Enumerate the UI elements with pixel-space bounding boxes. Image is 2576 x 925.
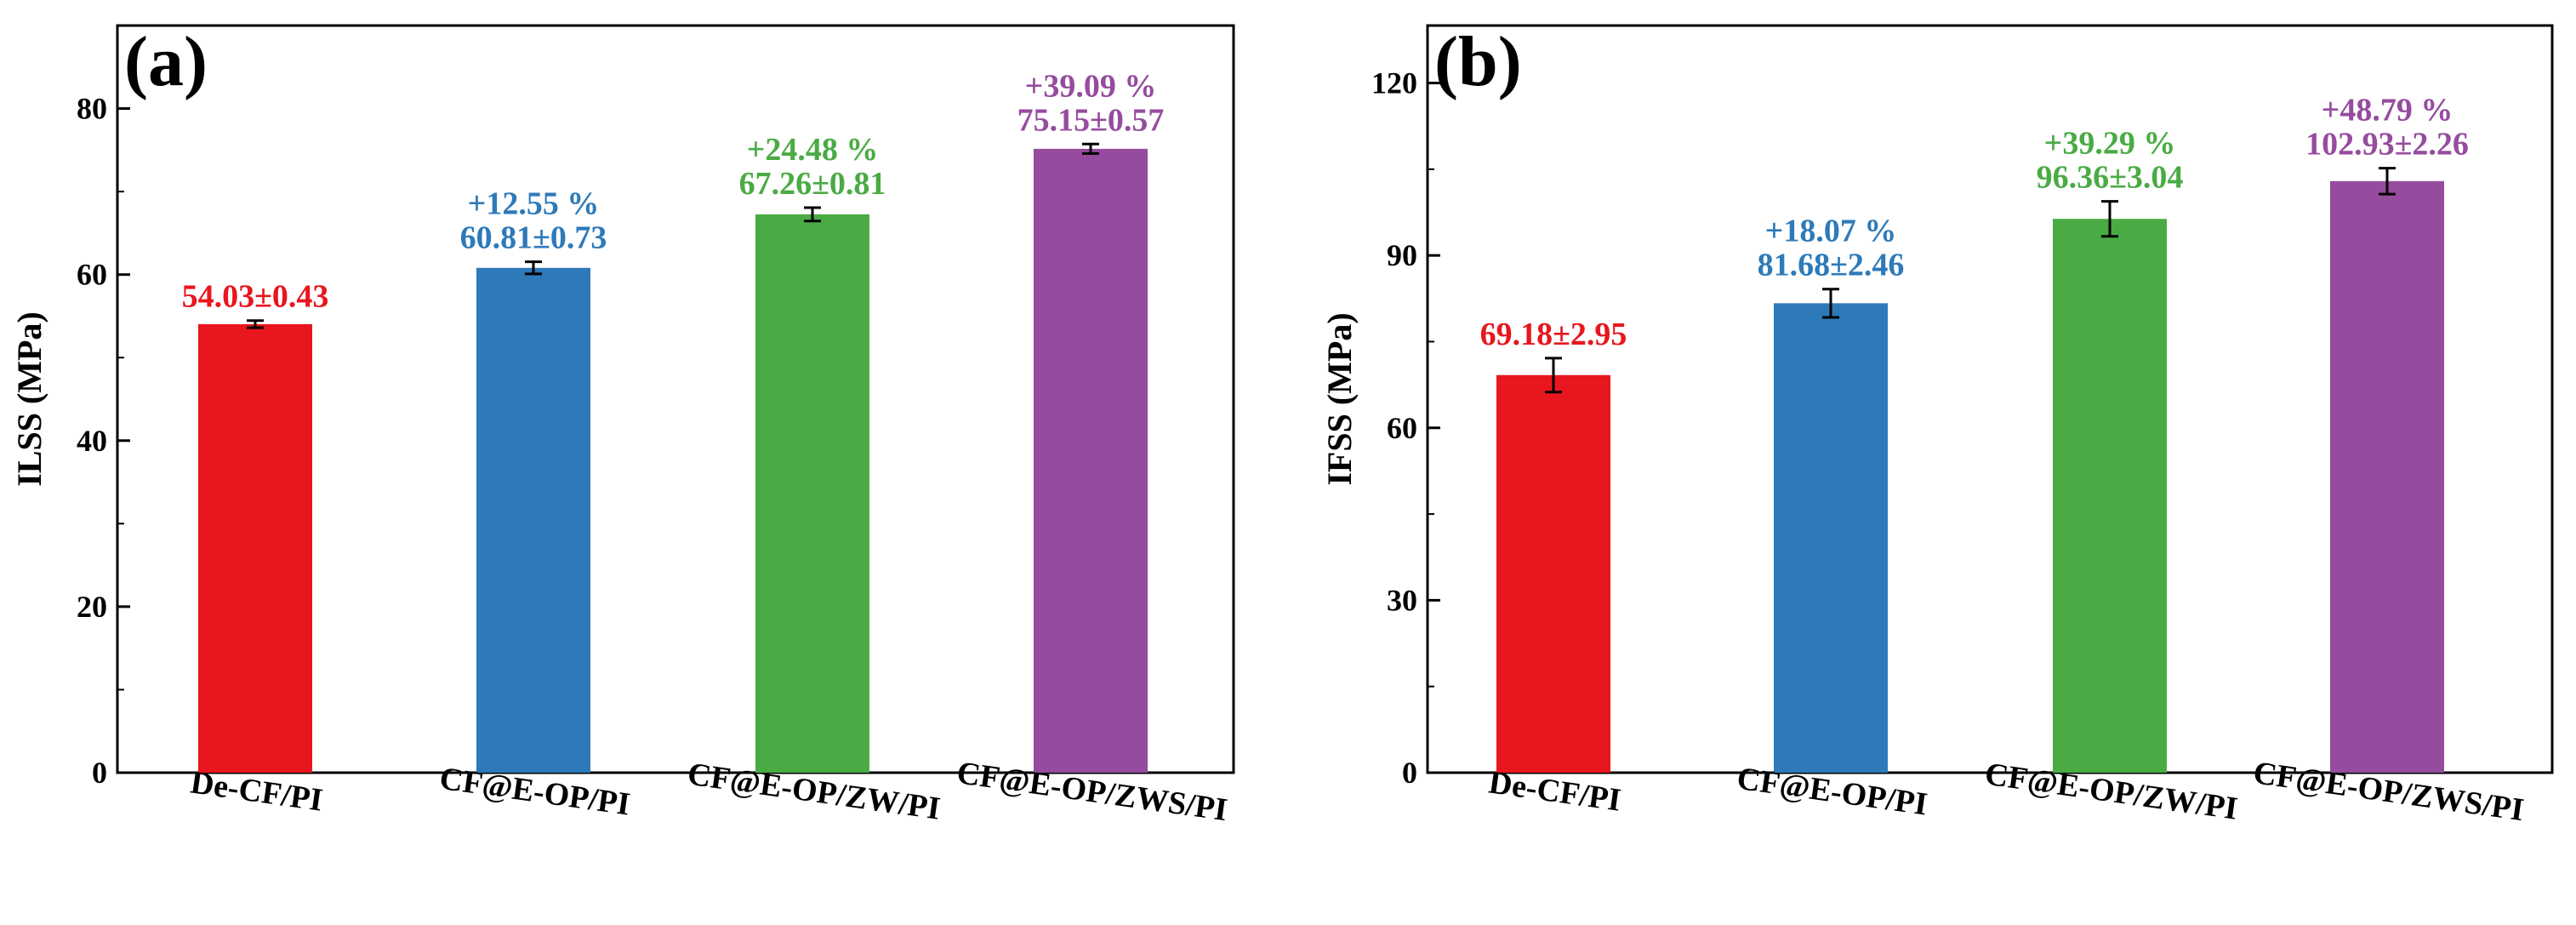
value-label: 75.15±0.57 bbox=[1017, 102, 1165, 138]
panel-label: (b) bbox=[1434, 22, 1522, 101]
bar bbox=[2053, 219, 2167, 774]
y-tick-label: 20 bbox=[77, 590, 107, 624]
bar bbox=[1496, 374, 1610, 773]
y-axis-title: IFSS (MPa) bbox=[1320, 312, 1359, 485]
increase-label: +48.79 % bbox=[2322, 93, 2453, 128]
increase-label: +18.07 % bbox=[1765, 214, 1897, 249]
y-tick-label: 30 bbox=[1387, 583, 1417, 617]
bar bbox=[198, 323, 312, 773]
increase-label: +24.48 % bbox=[747, 132, 879, 168]
value-label: 102.93±2.26 bbox=[2305, 127, 2469, 163]
value-label: 96.36±3.04 bbox=[2037, 160, 2184, 196]
value-label: 67.26±0.81 bbox=[739, 166, 886, 202]
value-label: 60.81±0.73 bbox=[460, 220, 607, 256]
increase-label: +39.09 % bbox=[1025, 68, 1157, 104]
plot-frame bbox=[116, 24, 1235, 774]
y-tick-label: 40 bbox=[77, 424, 107, 458]
bar bbox=[1034, 148, 1148, 773]
panel-label: (a) bbox=[124, 22, 208, 101]
value-label: 54.03±0.43 bbox=[182, 279, 329, 315]
value-label: 81.68±2.46 bbox=[1758, 248, 1905, 283]
y-tick-label: 80 bbox=[77, 92, 107, 126]
bar bbox=[2330, 180, 2444, 774]
value-label: 69.18±2.95 bbox=[1480, 317, 1627, 352]
y-tick-label: 120 bbox=[1371, 66, 1417, 100]
y-axis-title: ILSS (MPa) bbox=[10, 311, 48, 487]
y-tick-label: 90 bbox=[1387, 238, 1417, 272]
y-tick-label: 0 bbox=[1402, 756, 1417, 790]
bar bbox=[1774, 303, 1888, 774]
increase-label: +12.55 % bbox=[468, 186, 600, 222]
increase-label: +39.29 % bbox=[2044, 126, 2176, 162]
plot-frame bbox=[1426, 24, 2554, 774]
y-tick-label: 60 bbox=[1387, 411, 1417, 445]
bar bbox=[755, 214, 869, 774]
y-tick-label: 60 bbox=[77, 258, 107, 292]
y-tick-label: 0 bbox=[92, 756, 107, 790]
bar bbox=[476, 267, 590, 774]
